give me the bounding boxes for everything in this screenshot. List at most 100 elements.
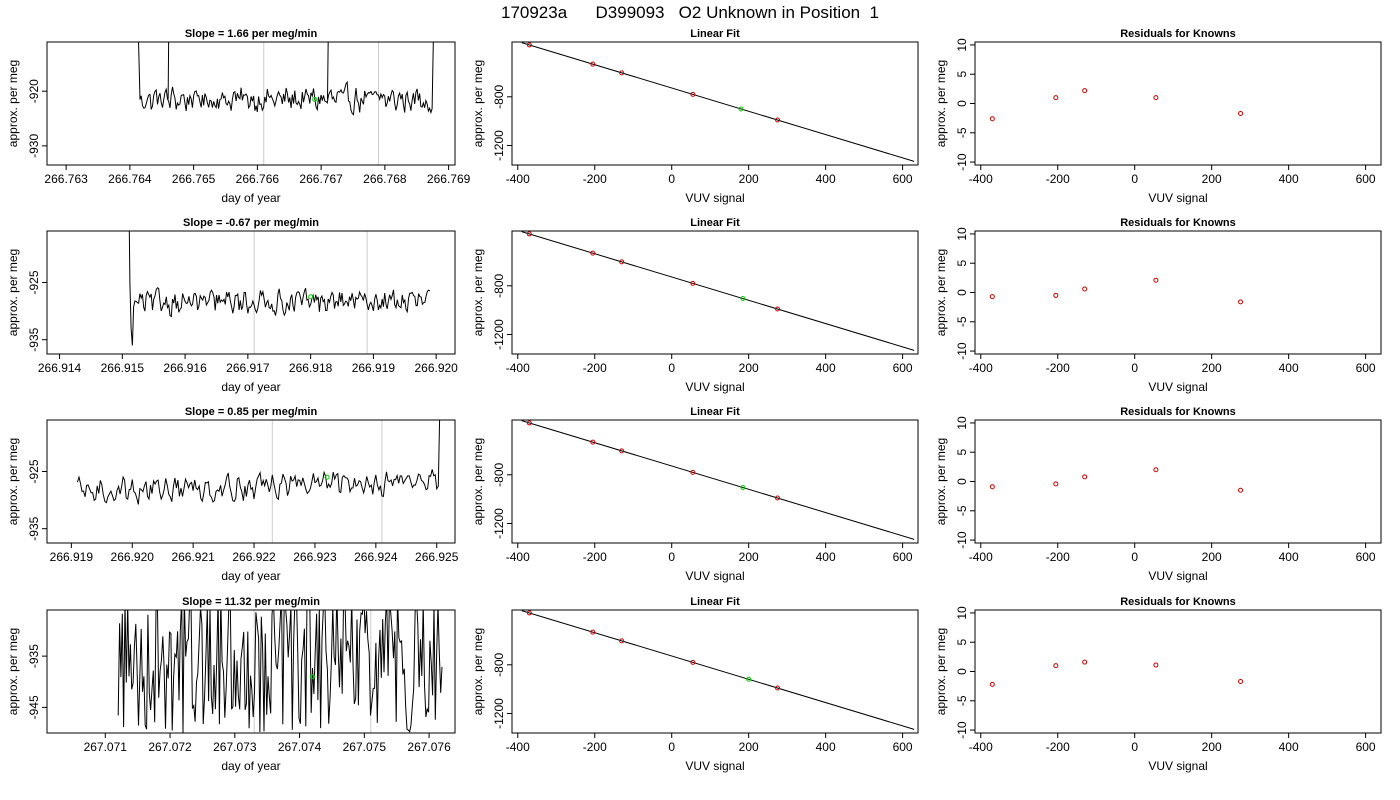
x-tick-label: 266.914 (38, 361, 82, 375)
unknown-point (746, 676, 752, 682)
known-point (690, 659, 696, 665)
y-tick-label: -935 (27, 516, 41, 540)
panel-title: Residuals for Knowns (1120, 28, 1236, 40)
unknown-point (740, 485, 746, 491)
x-tick-label: -200 (1046, 172, 1070, 186)
plot-area (521, 231, 915, 351)
y-tick-label: 0 (955, 478, 969, 485)
x-tick-label: 267.076 (407, 740, 451, 754)
y-tick-label: 0 (955, 668, 969, 675)
y-tick-label: -945 (27, 695, 41, 719)
known-point (526, 42, 532, 48)
y-tick-label: -800 (492, 462, 506, 486)
residual-point (1238, 678, 1244, 684)
plot-area (521, 42, 915, 162)
panel-grid: Slope = 1.66 per meg/min 266.763 266.764 26… (6, 28, 1382, 773)
x-tick-label: 0 (668, 172, 675, 186)
x-tick-label: 0 (668, 361, 675, 375)
x-tick-label: 600 (1356, 172, 1376, 186)
y-axis-title: approx. per meg (471, 60, 485, 147)
x-tick-label: -200 (583, 361, 607, 375)
y-tick-label: -10 (955, 531, 969, 549)
known-point (619, 448, 625, 454)
known-point (619, 638, 625, 644)
known-point (590, 629, 596, 635)
y-tick-label: -1200 (492, 319, 506, 350)
panel-r0-c2: Residuals for Knowns -400 -200 0 200 400 600 10… (934, 28, 1382, 205)
x-tick-label: -200 (1046, 550, 1070, 564)
y-tick-label: 10 (955, 38, 969, 52)
x-axis-title: VUV signal (1148, 569, 1207, 583)
time-series-line (138, 42, 434, 116)
panel-r3-c1: Linear Fit -400 -200 0 200 400 600 -800 -1200 VUV… (471, 596, 919, 773)
plot-frame (511, 41, 919, 166)
time-series-line (128, 231, 431, 346)
y-axis-title: approx. per meg (6, 60, 20, 147)
y-tick-label: 10 (955, 227, 969, 241)
x-tick-label: 400 (1279, 550, 1299, 564)
x-axis-title: day of year (221, 380, 280, 394)
known-point (690, 280, 696, 286)
y-tick-label: -1200 (492, 698, 506, 729)
y-tick-label: -5 (955, 316, 969, 327)
y-tick-label: 5 (955, 71, 969, 78)
known-point (590, 250, 596, 256)
known-point (590, 439, 596, 445)
fit-line (521, 231, 915, 351)
x-axis-title: VUV signal (1148, 759, 1207, 773)
x-tick-label: 266.922 (232, 550, 276, 564)
x-tick-label: -400 (969, 550, 993, 564)
y-tick-label: 0 (955, 100, 969, 107)
known-point (526, 610, 532, 616)
x-tick-label: -400 (506, 361, 530, 375)
x-tick-label: 400 (1279, 740, 1299, 754)
known-point (526, 420, 532, 426)
x-tick-label: 266.916 (163, 361, 207, 375)
y-tick-label: -5 (955, 505, 969, 516)
panel-title: Residuals for Knowns (1120, 406, 1236, 418)
x-tick-label: 266.919 (50, 550, 94, 564)
y-tick-label: -800 (492, 652, 506, 676)
fit-line (521, 610, 915, 730)
x-tick-label: 266.763 (44, 172, 88, 186)
plot-area (521, 610, 915, 730)
y-tick-label: 5 (955, 449, 969, 456)
residual-point (989, 484, 995, 490)
panel-r3-c0: Slope = 11.32 per meg/min 267.071 267.072 2… (6, 596, 456, 773)
y-axis-title: approx. per meg (934, 60, 948, 147)
x-tick-label: 267.073 (213, 740, 257, 754)
known-point (619, 259, 625, 265)
x-tick-label: 400 (1279, 361, 1299, 375)
x-tick-label: 200 (739, 172, 759, 186)
plot-area (989, 467, 1244, 493)
known-point (775, 495, 781, 501)
unknown-point (740, 296, 746, 302)
panel-title: Linear Fit (690, 406, 740, 418)
x-tick-label: 0 (1131, 172, 1138, 186)
x-tick-label: 267.071 (84, 740, 128, 754)
known-point (690, 469, 696, 475)
x-tick-label: 266.765 (172, 172, 216, 186)
x-tick-label: 200 (1202, 361, 1222, 375)
x-tick-label: 400 (816, 361, 836, 375)
x-tick-label: 266.915 (101, 361, 145, 375)
residual-point (1082, 474, 1088, 480)
plot-area (521, 420, 915, 540)
y-tick-label: -800 (492, 273, 506, 297)
x-tick-label: -200 (583, 172, 607, 186)
y-tick-label: -5 (955, 127, 969, 138)
y-axis-title: approx. per meg (471, 438, 485, 525)
unknown-marker (310, 674, 316, 680)
x-tick-label: 0 (668, 550, 675, 564)
x-tick-label: 266.923 (293, 550, 337, 564)
time-series-line (117, 610, 443, 733)
x-axis-title: day of year (221, 759, 280, 773)
x-tick-label: 266.918 (289, 361, 333, 375)
fit-line (521, 42, 915, 162)
x-tick-label: 0 (1131, 550, 1138, 564)
spike-line (167, 42, 170, 100)
y-tick-label: -10 (955, 721, 969, 739)
x-tick-label: 266.919 (352, 361, 396, 375)
plot-frame (46, 609, 456, 734)
